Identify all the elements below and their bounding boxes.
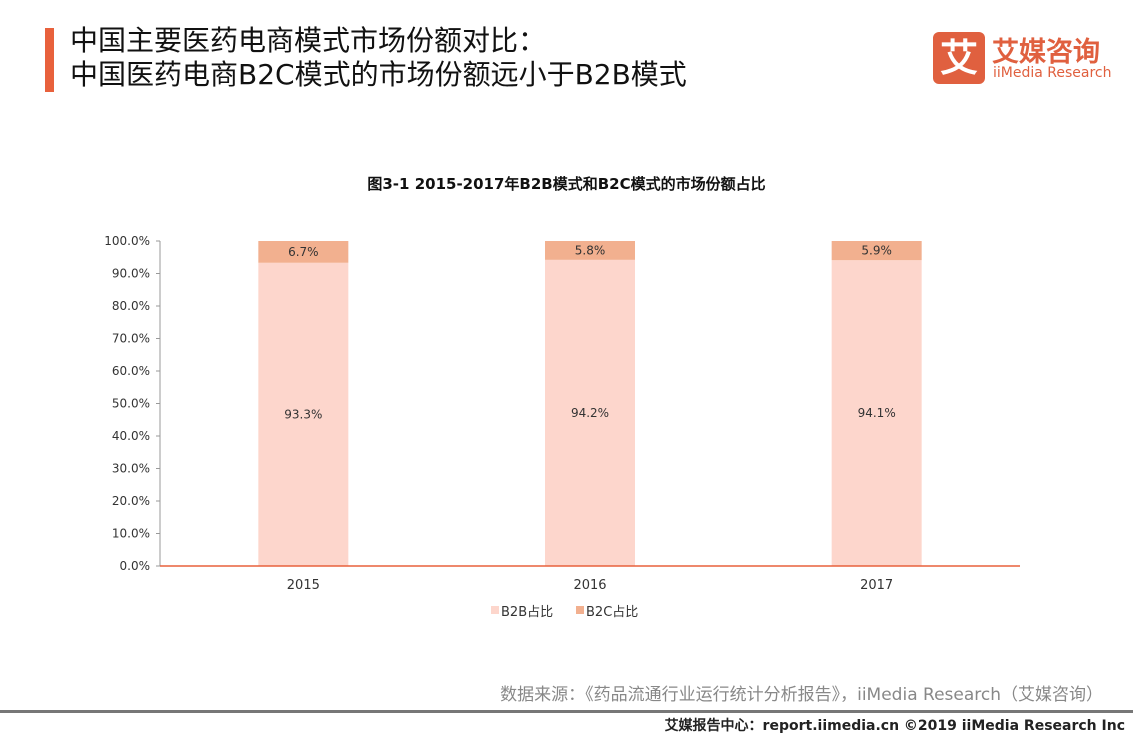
logo-name-cn: 艾媒咨询 xyxy=(992,37,1100,68)
legend-label: B2B占比 xyxy=(501,605,553,620)
data-label: 94.2% xyxy=(571,406,609,420)
y-tick-label: 30.0% xyxy=(112,462,150,476)
bar-b2b-2016 xyxy=(545,259,635,566)
x-tick-label: 2015 xyxy=(287,578,320,593)
legend-swatch xyxy=(576,606,584,614)
y-tick-label: 70.0% xyxy=(112,332,150,346)
y-tick-label: 40.0% xyxy=(112,429,150,443)
title-line-2: 中国医药电商B2C模式的市场份额远小于B2B模式 xyxy=(70,58,687,91)
bar-b2c-2016 xyxy=(545,241,635,260)
y-tick-label: 0.0% xyxy=(120,559,151,573)
bar-b2b-2015 xyxy=(258,262,349,566)
y-tick-label: 80.0% xyxy=(112,299,150,313)
copyright: 艾媒报告中心：report.iimedia.cn ©2019 iiMedia R… xyxy=(664,718,1125,734)
data-label: 5.8% xyxy=(575,243,606,257)
y-tick-label: 60.0% xyxy=(112,364,150,378)
y-tick-label: 20.0% xyxy=(112,494,150,508)
y-tick-label: 90.0% xyxy=(112,267,150,281)
data-label: 5.9% xyxy=(861,244,892,258)
chart-title: 图3-1 2015-2017年B2B模式和B2C模式的市场份额占比 xyxy=(367,175,766,193)
x-tick-label: 2016 xyxy=(573,578,606,593)
bar-b2c-2015 xyxy=(258,241,349,263)
title-line-1: 中国主要医药电商模式市场份额对比： xyxy=(70,24,547,57)
legend-swatch xyxy=(491,606,499,614)
data-source: 数据来源：《药品流通行业运行统计分析报告》，iiMedia Research（艾… xyxy=(500,685,1103,705)
legend-label: B2C占比 xyxy=(586,605,638,620)
title-accent-bar xyxy=(45,28,54,92)
logo-icon: 艾 xyxy=(933,32,985,84)
y-tick-label: 50.0% xyxy=(112,397,150,411)
data-label: 94.1% xyxy=(858,406,896,420)
y-tick-label: 10.0% xyxy=(112,527,150,541)
page-title: 中国主要医药电商模式市场份额对比： 中国医药电商B2C模式的市场份额远小于B2B… xyxy=(70,24,687,92)
logo-name-en: iiMedia Research xyxy=(993,65,1112,81)
y-tick-label: 100.0% xyxy=(104,234,150,248)
footer-divider xyxy=(0,710,1133,713)
data-label: 93.3% xyxy=(284,407,322,421)
data-label: 6.7% xyxy=(288,245,319,259)
bar-b2c-2017 xyxy=(831,241,922,261)
bar-b2b-2017 xyxy=(831,260,922,566)
x-tick-label: 2017 xyxy=(860,578,893,593)
